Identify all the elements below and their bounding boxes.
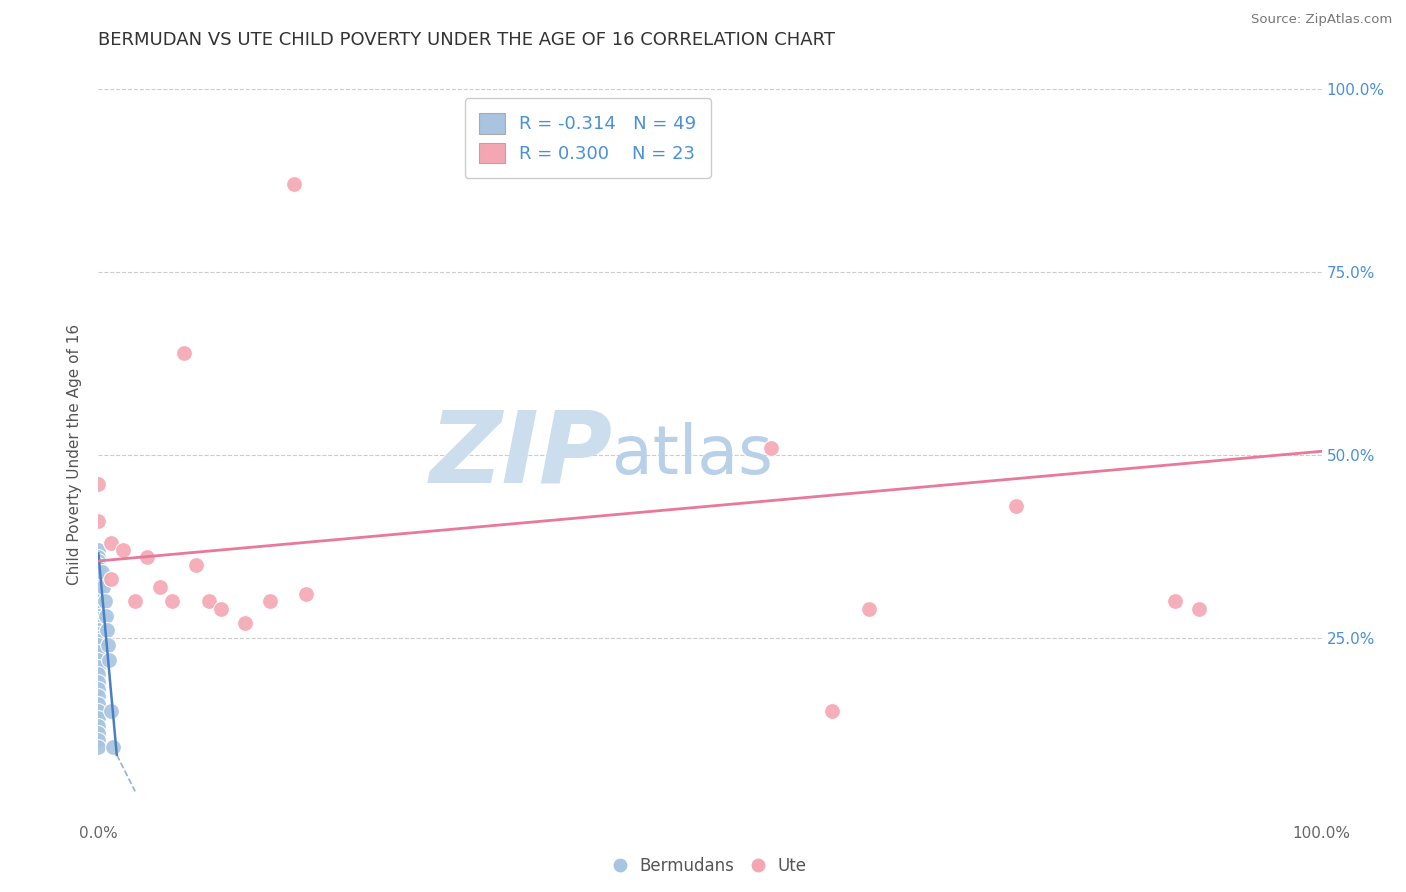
- Point: [209, 601, 232, 615]
- Point: [87, 620, 110, 634]
- Point: [87, 681, 110, 696]
- Point: [197, 594, 219, 608]
- Point: [283, 178, 305, 192]
- Point: [100, 704, 122, 718]
- Point: [87, 660, 110, 674]
- Point: [101, 740, 124, 755]
- Point: [87, 667, 110, 681]
- Point: [87, 608, 110, 623]
- Point: [149, 580, 172, 594]
- Legend: Bermudans, Ute: Bermudans, Ute: [606, 850, 814, 882]
- Point: [87, 624, 110, 638]
- Point: [761, 441, 783, 455]
- Point: [87, 704, 110, 718]
- Point: [87, 583, 110, 598]
- Point: [94, 608, 117, 623]
- Point: [87, 477, 110, 491]
- Point: [87, 711, 110, 725]
- Point: [111, 543, 134, 558]
- Point: [136, 550, 159, 565]
- Point: [87, 697, 110, 711]
- Point: [259, 594, 281, 608]
- Point: [87, 558, 110, 572]
- Point: [87, 580, 110, 594]
- Point: [87, 726, 110, 740]
- Point: [87, 598, 110, 612]
- Point: [87, 638, 110, 652]
- Point: [87, 550, 110, 565]
- Point: [87, 674, 110, 689]
- Point: [100, 572, 122, 586]
- Point: [87, 554, 110, 568]
- Point: [1164, 594, 1187, 608]
- Point: [87, 514, 110, 528]
- Point: [87, 587, 110, 601]
- Point: [186, 558, 208, 572]
- Y-axis label: Child Poverty Under the Age of 16: Child Poverty Under the Age of 16: [67, 325, 83, 585]
- Point: [1188, 601, 1211, 615]
- Point: [87, 543, 110, 558]
- Point: [87, 733, 110, 747]
- Point: [91, 580, 114, 594]
- Point: [87, 613, 110, 627]
- Point: [160, 594, 183, 608]
- Point: [87, 634, 110, 648]
- Point: [97, 638, 120, 652]
- Point: [124, 594, 146, 608]
- Point: [87, 601, 110, 615]
- Point: [93, 594, 115, 608]
- Point: [87, 572, 110, 586]
- Text: ZIP: ZIP: [429, 407, 612, 503]
- Text: atlas: atlas: [612, 422, 773, 488]
- Point: [87, 576, 110, 591]
- Point: [858, 601, 880, 615]
- Point: [173, 345, 195, 359]
- Point: [91, 565, 114, 579]
- Point: [87, 561, 110, 575]
- Point: [87, 627, 110, 641]
- Point: [87, 740, 110, 755]
- Text: Source: ZipAtlas.com: Source: ZipAtlas.com: [1251, 13, 1392, 27]
- Point: [100, 535, 122, 549]
- Point: [87, 591, 110, 605]
- Point: [295, 587, 318, 601]
- Point: [87, 690, 110, 704]
- Point: [87, 616, 110, 631]
- Point: [87, 568, 110, 582]
- Point: [96, 624, 118, 638]
- Point: [87, 653, 110, 667]
- Point: [87, 645, 110, 659]
- Point: [1004, 499, 1026, 513]
- Point: [87, 594, 110, 608]
- Point: [87, 565, 110, 579]
- Point: [98, 653, 121, 667]
- Point: [233, 616, 256, 631]
- Point: [87, 718, 110, 732]
- Text: BERMUDAN VS UTE CHILD POVERTY UNDER THE AGE OF 16 CORRELATION CHART: BERMUDAN VS UTE CHILD POVERTY UNDER THE …: [98, 31, 835, 49]
- Point: [87, 631, 110, 645]
- Point: [87, 605, 110, 619]
- Point: [821, 704, 844, 718]
